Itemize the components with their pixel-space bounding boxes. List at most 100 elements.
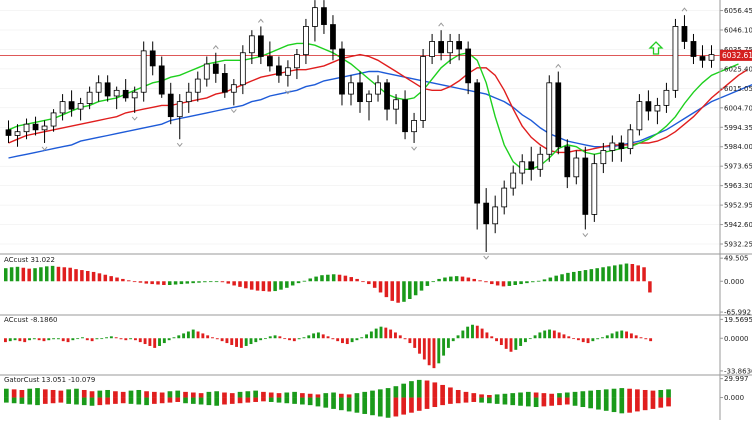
histogram-bar <box>361 281 365 282</box>
gator-lower-bar <box>518 398 523 406</box>
gator-lower-bar <box>51 398 56 404</box>
candle-body <box>439 41 444 52</box>
histogram-bar <box>558 332 561 338</box>
gator-lower-bar <box>440 398 445 406</box>
gator-upper-bar <box>12 389 17 397</box>
histogram-bar <box>472 279 476 281</box>
gator-lower-bar <box>394 398 399 417</box>
histogram-bar <box>538 332 541 338</box>
histogram-bar <box>607 266 611 281</box>
histogram-bar <box>513 281 517 285</box>
candle-body <box>637 102 642 130</box>
candle-body <box>358 83 363 102</box>
gator-upper-bar <box>66 389 71 397</box>
candle-body <box>87 92 92 103</box>
histogram-bar <box>216 338 219 339</box>
candle-body <box>574 158 579 177</box>
histogram-bar <box>408 338 411 343</box>
candle-body <box>141 51 146 92</box>
gator-upper-bar <box>74 389 79 398</box>
candle-body <box>493 207 498 224</box>
gator-lower-bar <box>35 398 40 406</box>
histogram-bar <box>148 338 151 346</box>
candle-body <box>150 51 155 66</box>
histogram-bar <box>390 281 394 301</box>
pane-tick-label: 29.997 <box>724 375 749 383</box>
histogram-bar <box>630 333 633 338</box>
gator-upper-bar <box>651 391 656 398</box>
histogram-bar <box>394 332 397 338</box>
gator-lower-bar <box>292 398 297 404</box>
gator-upper-bar <box>339 394 344 398</box>
histogram-bar <box>16 267 20 281</box>
gator-lower-bar <box>269 398 274 402</box>
histogram-bar <box>274 335 277 338</box>
current-price-marker: 6032.61 <box>720 50 752 61</box>
histogram-bar <box>370 332 373 339</box>
histogram-bar <box>367 281 371 284</box>
histogram-bar <box>455 276 459 281</box>
histogram-bar <box>560 274 564 281</box>
histogram-bar <box>496 281 500 285</box>
histogram-bar <box>529 338 532 339</box>
gator-upper-bar <box>269 393 274 398</box>
candle-body <box>42 126 47 130</box>
histogram-bar <box>572 338 575 339</box>
histogram-bar <box>80 270 84 281</box>
gator-lower-bar <box>619 398 624 414</box>
gator-lower-bar <box>456 398 461 404</box>
histogram-bar <box>402 281 406 302</box>
histogram-bar <box>572 272 576 281</box>
candle-body <box>475 83 480 203</box>
candle-body <box>105 83 110 96</box>
gator-upper-bar <box>635 389 640 397</box>
gator-lower-bar <box>479 398 484 403</box>
gator-upper-bar <box>292 392 297 398</box>
gator-lower-bar <box>386 398 391 418</box>
gator-lower-bar <box>246 398 251 403</box>
histogram-bar <box>104 275 108 282</box>
gator-lower-bar <box>417 398 422 411</box>
gator-lower-bar <box>526 398 531 407</box>
candle-body <box>394 100 399 109</box>
gator-panel-label: GatorCust 13.051 -10.079 <box>4 376 95 384</box>
histogram-bar <box>187 332 190 339</box>
histogram-bar <box>86 271 90 281</box>
gator-lower-bar <box>323 398 328 408</box>
histogram-bar <box>442 338 445 355</box>
gator-upper-bar <box>136 390 141 398</box>
gator-lower-bar <box>565 398 570 405</box>
histogram-bar <box>245 338 248 346</box>
price-tick-label: 5994.35 <box>724 124 752 132</box>
histogram-bar <box>254 338 257 342</box>
gator-lower-bar <box>238 398 243 404</box>
gator-lower-bar <box>643 398 648 411</box>
gator-upper-bar <box>308 394 313 398</box>
histogram-bar <box>396 281 400 302</box>
histogram-bar <box>606 335 609 338</box>
histogram-bar <box>467 278 471 282</box>
histogram-bar <box>326 275 330 282</box>
gator-lower-bar <box>581 398 586 407</box>
candle-body <box>96 83 101 92</box>
pane-tick-label: 49.505 <box>724 255 749 263</box>
gator-lower-bar <box>59 398 64 403</box>
candle-body <box>502 188 507 207</box>
gator-lower-bar <box>378 398 383 417</box>
histogram-bar <box>414 281 418 295</box>
gator-upper-bar <box>573 392 578 398</box>
histogram-bar <box>615 332 618 339</box>
histogram-bar <box>115 278 119 282</box>
candle-body <box>213 64 218 73</box>
histogram-bar <box>457 335 460 338</box>
histogram-bar <box>314 277 318 282</box>
gator-lower-bar <box>534 398 539 407</box>
gator-upper-bar <box>440 385 445 398</box>
gator-lower-bar <box>183 398 188 404</box>
price-tick-label: 5973.65 <box>724 163 752 171</box>
histogram-bar <box>76 338 79 339</box>
histogram-bar <box>625 264 629 282</box>
gator-lower-bar <box>144 398 149 406</box>
candle-body <box>51 113 56 126</box>
gator-upper-bar <box>542 393 547 397</box>
